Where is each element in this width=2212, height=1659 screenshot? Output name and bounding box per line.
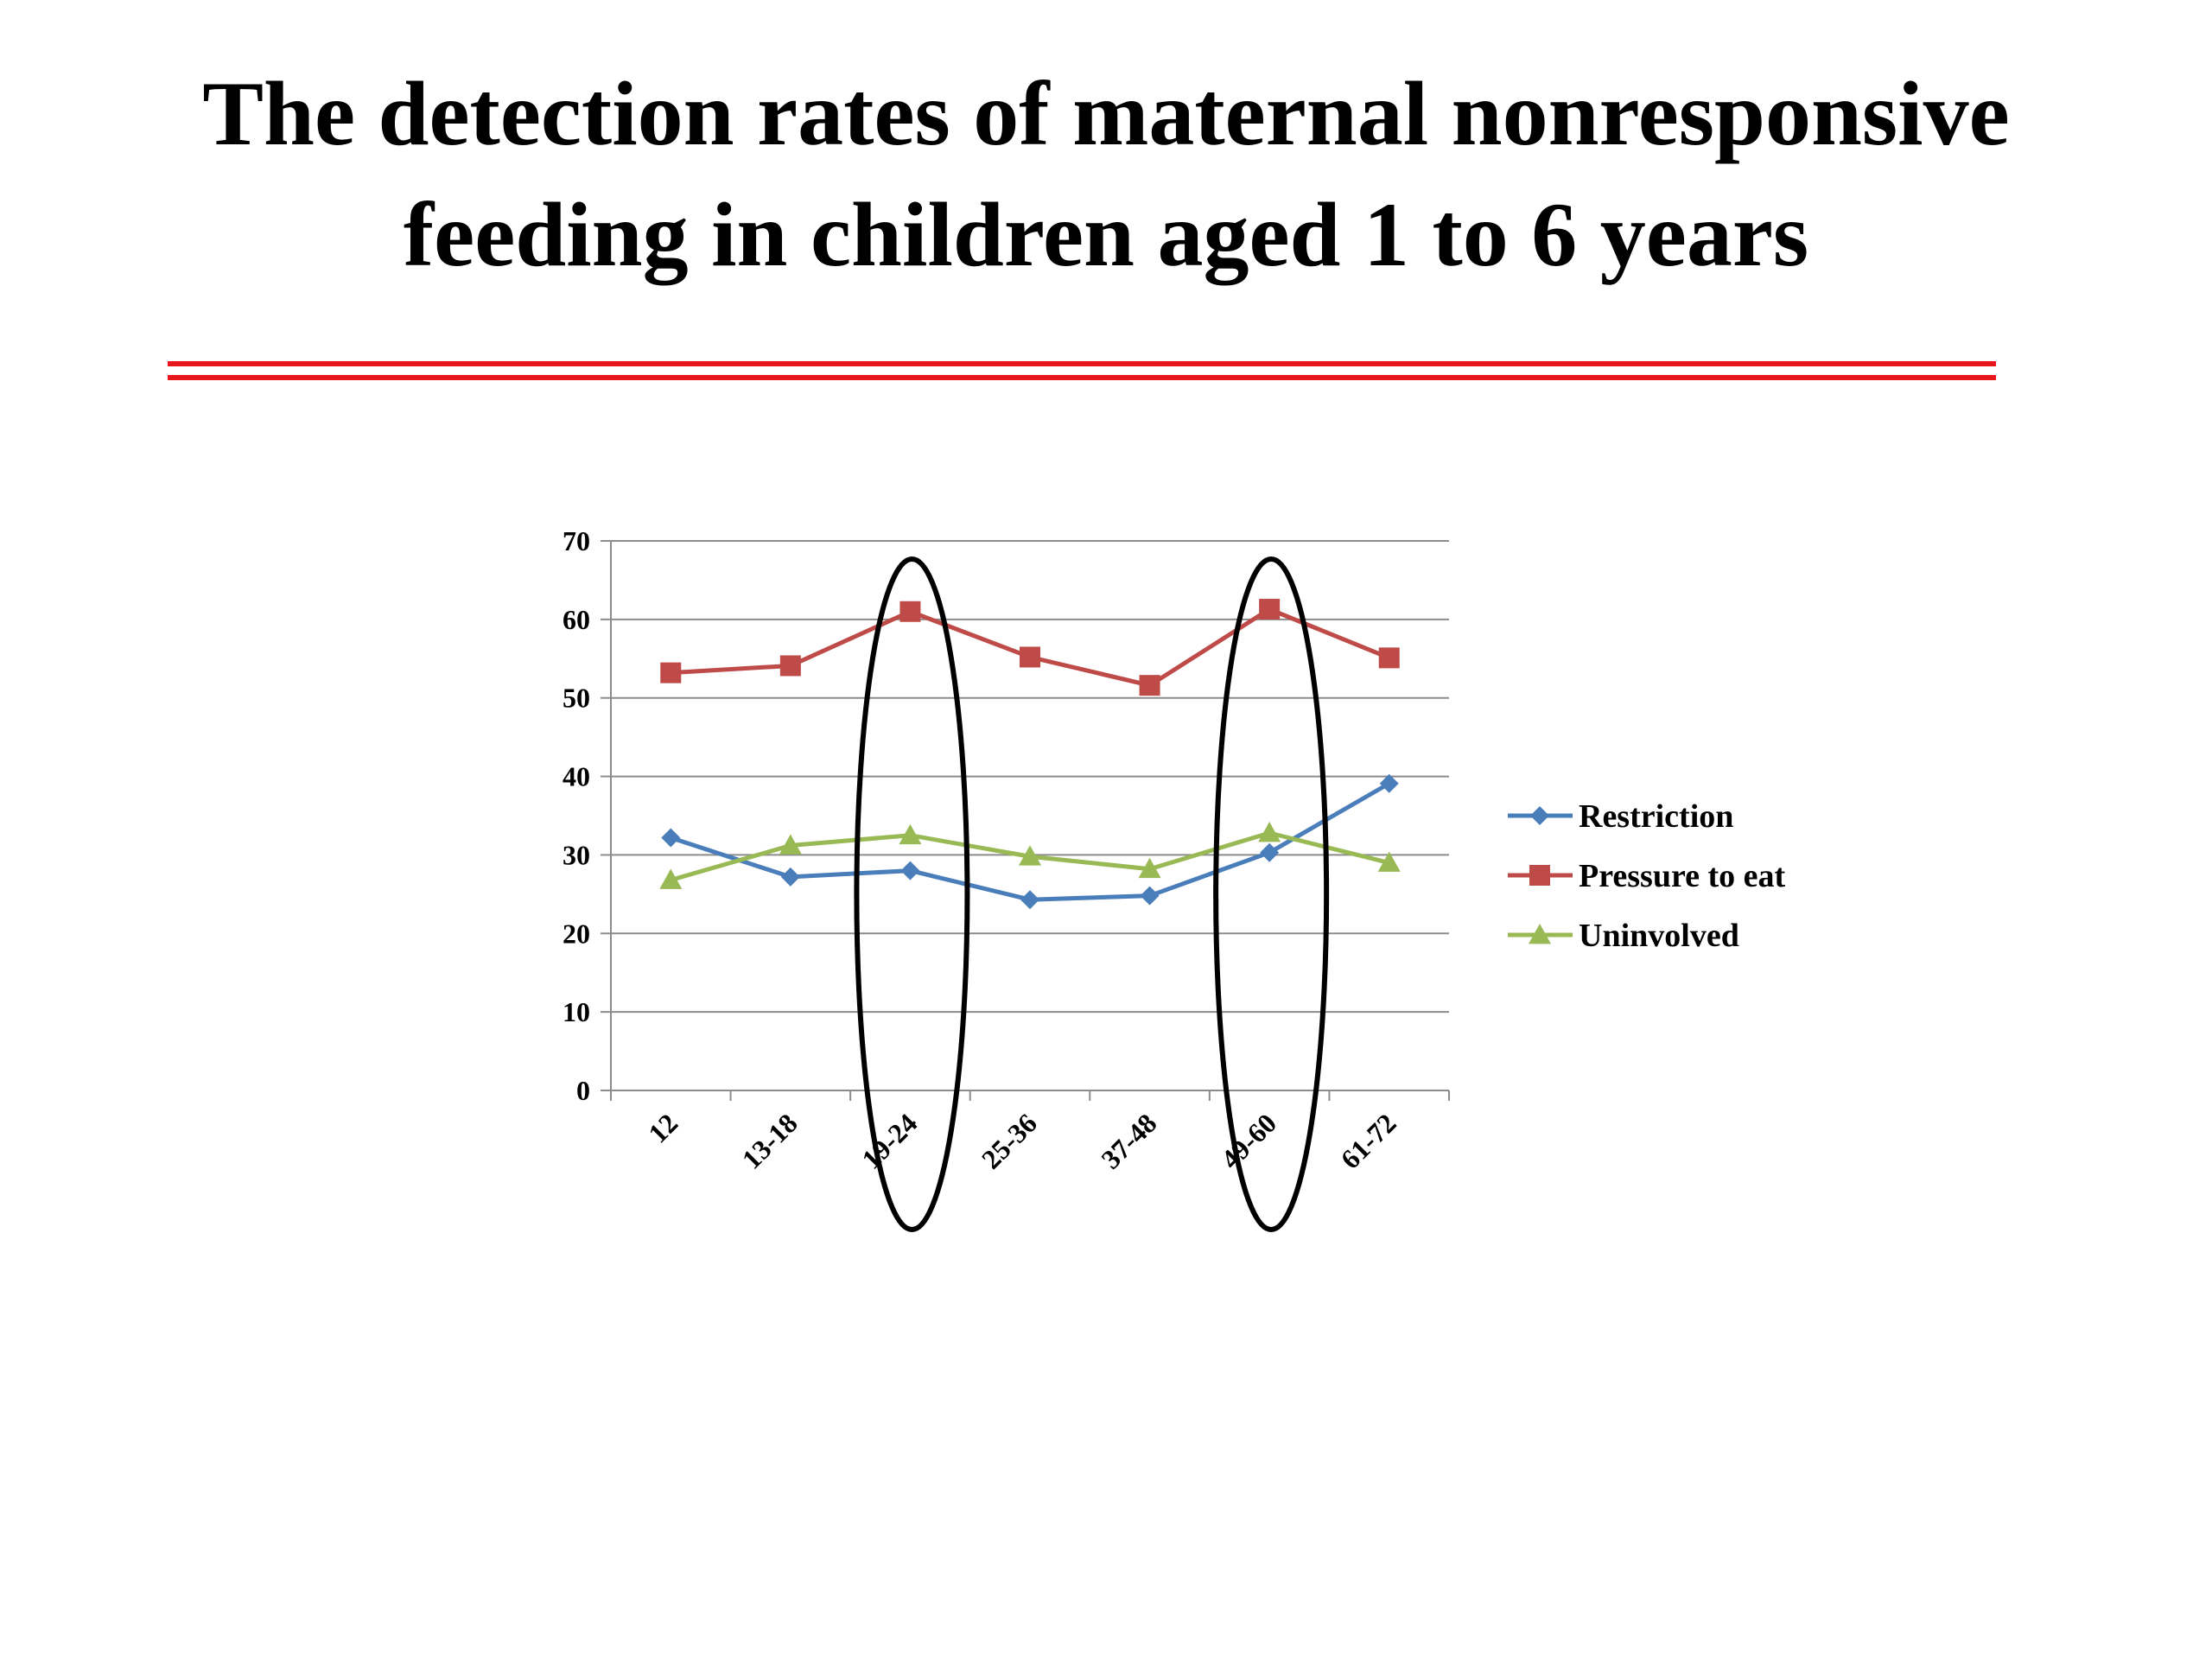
y-tick-label: 60 [563, 604, 590, 635]
x-tick-label: 13-18 [736, 1107, 804, 1174]
slide-title: The detection rates of maternal nonrespo… [0, 54, 2212, 296]
data-point-pressure-to-eat [1020, 646, 1040, 668]
series-line-restriction [670, 781, 1390, 902]
data-point-uninvolved [1258, 821, 1281, 842]
data-point-restriction [1260, 842, 1280, 862]
x-tick-label: 61-72 [1334, 1107, 1402, 1174]
legend-label-uninvolved: Uninvolved [1579, 918, 1739, 954]
data-point-pressure-to-eat [1378, 647, 1400, 669]
data-point-pressure-to-eat [1139, 675, 1160, 696]
y-tick-label: 0 [576, 1075, 590, 1106]
y-tick-label: 40 [563, 761, 590, 792]
x-tick-label: 37-48 [1095, 1107, 1162, 1174]
data-point-uninvolved [1138, 857, 1161, 879]
title-rule-bottom [168, 375, 1996, 380]
data-point-restriction [900, 861, 920, 880]
x-tick-label: 25-36 [976, 1107, 1043, 1174]
legend-marker-restriction [1530, 806, 1549, 825]
data-point-pressure-to-eat [660, 662, 682, 683]
data-point-restriction [1379, 773, 1399, 793]
data-point-restriction [1140, 886, 1160, 906]
x-tick-label: 19-24 [855, 1107, 923, 1174]
data-point-pressure-to-eat [779, 655, 801, 677]
legend-label-pressure-to-eat: Pressure to eat [1579, 858, 1786, 894]
data-point-uninvolved [779, 834, 802, 855]
data-point-uninvolved [1019, 845, 1041, 866]
y-tick-label: 70 [563, 525, 590, 556]
data-point-uninvolved [1377, 851, 1401, 872]
data-point-restriction [780, 867, 800, 887]
y-tick-label: 20 [563, 918, 590, 949]
highlight-ellipse [1213, 556, 1330, 1232]
data-point-pressure-to-eat [1259, 599, 1281, 620]
legend-marker-pressure-to-eat [1529, 865, 1550, 886]
x-tick-label: 12 [642, 1107, 683, 1148]
highlight-ellipse [854, 556, 970, 1232]
x-tick-label: 49-60 [1215, 1107, 1282, 1174]
slide-title-line-1: The detection rates of maternal nonrespo… [202, 63, 2010, 164]
data-point-restriction [661, 828, 681, 848]
data-point-uninvolved [659, 868, 683, 889]
y-tick-label: 10 [563, 996, 590, 1027]
data-point-uninvolved [899, 823, 922, 845]
legend-label-restriction: Restriction [1579, 798, 1733, 835]
y-tick-label: 30 [563, 839, 590, 870]
title-rule-top [168, 361, 1996, 366]
slide-title-line-2: feeding in children aged 1 to 6 years [403, 184, 1809, 285]
y-tick-label: 50 [563, 683, 590, 714]
data-point-restriction [1020, 890, 1039, 910]
data-point-pressure-to-eat [899, 601, 921, 622]
legend-marker-uninvolved [1529, 924, 1551, 944]
